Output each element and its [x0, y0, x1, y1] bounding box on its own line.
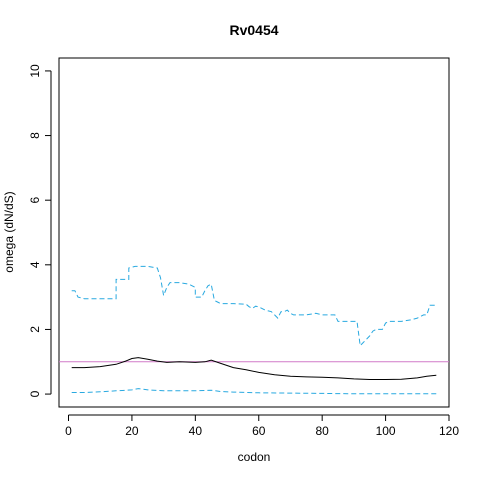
- x-tick-label: 120: [439, 424, 459, 438]
- series-line-lower: [71, 388, 437, 395]
- y-tick-label: 10: [28, 64, 42, 78]
- plot-area: 0 20 40 60 80 100 120 0 2 4 6 8 10: [28, 57, 459, 438]
- y-tick-label: 2: [28, 326, 42, 333]
- x-tick-label: 100: [376, 424, 396, 438]
- x-tick-label: 40: [189, 424, 203, 438]
- y-tick-label: 4: [28, 261, 42, 268]
- y-tick-label: 0: [28, 390, 42, 397]
- series-line-estimate: [71, 357, 437, 380]
- plot-frame: [58, 57, 450, 408]
- series-line-upper: [71, 265, 437, 347]
- y-axis-label: omega (dN/dS): [2, 191, 16, 272]
- x-tick-label: 0: [65, 424, 72, 438]
- x-tick-label: 20: [125, 424, 139, 438]
- chart-title: Rv0454: [229, 22, 278, 38]
- x-tick-label: 80: [315, 424, 329, 438]
- x-axis-label: codon: [238, 450, 271, 464]
- y-tick-label: 8: [28, 132, 42, 139]
- y-tick-label: 6: [28, 197, 42, 204]
- x-tick-label: 60: [252, 424, 266, 438]
